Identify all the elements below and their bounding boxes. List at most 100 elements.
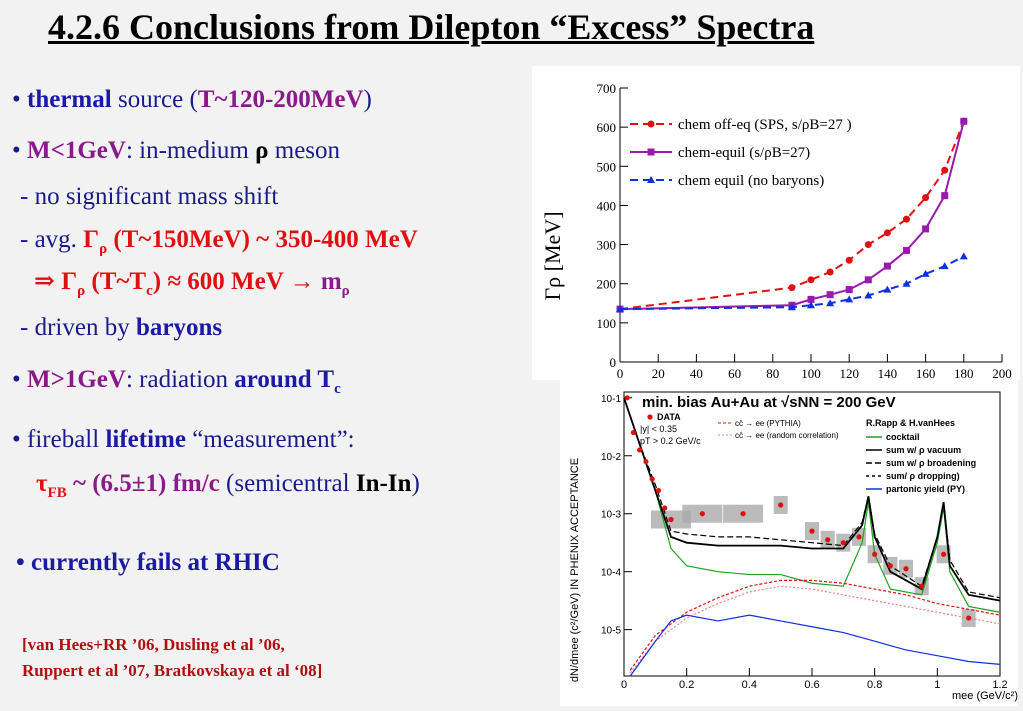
data-point (826, 268, 834, 276)
data-point (941, 166, 949, 174)
y-tick-label: 100 (597, 316, 617, 331)
gamma-symbol: Γ (83, 226, 100, 253)
references: [van Hees+RR ’06, Dusling et al ’06, Rup… (22, 632, 322, 684)
fireball-text: • fireball (12, 426, 106, 453)
legend-label: chem off-eq (SPS, s/ρB=27 ) (678, 117, 852, 133)
rapidity-cut: |y| < 0.35 (640, 424, 677, 434)
around-tc: around T (234, 366, 335, 393)
bullet-thermal: • thermal source (T~120-200MeV) (12, 86, 372, 114)
y-tick-label: 10-3 (601, 510, 621, 521)
legend-label: DATA (657, 412, 681, 422)
legend-label: chem equil (no baryons) (678, 173, 824, 189)
data-point (787, 303, 796, 311)
legend-label: sum/ ρ dropping) (886, 471, 960, 481)
tau-sub: FB (47, 485, 67, 501)
y-tick-label: 10-4 (601, 568, 621, 579)
spectrum-title: min. bias Au+Au at √sNN = 200 GeV (642, 394, 896, 411)
ref-line-1: [van Hees+RR ’06, Dusling et al ’06, (22, 635, 285, 654)
source-text: source ( (111, 86, 198, 113)
sub-baryons: - driven by baryons (20, 314, 222, 342)
data-point (883, 229, 891, 237)
m-rho-sub: ρ (341, 283, 350, 299)
x-tick-label: 0 (621, 679, 627, 691)
y-tick-label: 500 (597, 159, 617, 174)
y-tick-label: 10-5 (601, 626, 621, 637)
data-point (807, 301, 815, 309)
data-point (903, 566, 909, 572)
bullet-dot: • (12, 137, 21, 164)
data-point (699, 511, 705, 517)
avg-value: 350-400 MeV (275, 226, 418, 253)
avg-prefix: - avg. (20, 226, 84, 253)
data-point (809, 528, 815, 534)
legend-marker (647, 120, 655, 128)
legend-label: sum w/ ρ vacuum (886, 445, 961, 455)
data-point (919, 583, 925, 589)
y-tick-label: 10-1 (601, 394, 621, 405)
data-point (807, 295, 815, 303)
dilepton-spectrum-plot: 10-1 10-2 10-3 10-4 10-5 0 0.2 0.4 0.6 0.8 1 1.2 dN… (560, 380, 1018, 706)
approx-value: ) ≈ 600 MeV → (152, 268, 321, 295)
x-tick-label: 0.2 (679, 679, 694, 691)
gamma-symbol: Γ (61, 268, 78, 295)
sub-no-shift: - no significant mass shift (20, 183, 279, 210)
y-axis-label: dN/dmee (c²/GeV) IN PHENIX ACCEPTANCE (569, 458, 581, 682)
x-tick-label: 140 (878, 366, 898, 380)
y-axis-label: Γρ [MeV] (540, 211, 565, 300)
temp-range: T~120-200MeV (197, 86, 364, 113)
data-point (902, 279, 911, 287)
data-point (864, 241, 872, 249)
data-point (883, 285, 892, 293)
legend-label: cc̄ → ee (PYTHIA) (735, 419, 801, 428)
gamma-sub: ρ (77, 283, 86, 299)
legend-marker (647, 148, 655, 156)
data-point (826, 299, 835, 307)
legend-marker (647, 414, 653, 420)
data-point (840, 540, 846, 546)
y-tick-label: 300 (597, 238, 617, 253)
data-point (856, 534, 862, 540)
data-point (649, 476, 655, 482)
x-tick-label: 0.8 (867, 679, 882, 691)
bullet-low-mass: • M<1GeV: in-medium ρ meson (12, 137, 340, 165)
bullet-lifetime: • fireball lifetime “measurement”: (12, 426, 355, 454)
gamma-sub: ρ (99, 241, 108, 257)
data-point (921, 269, 930, 277)
series-line (629, 614, 1001, 677)
data-point (740, 511, 746, 517)
data-point (959, 252, 968, 260)
x-tick-label: 0 (617, 366, 624, 380)
x-tick-label: 100 (801, 366, 821, 380)
x-tick-label: 180 (954, 366, 974, 380)
close-paren: ) (411, 470, 420, 497)
data-point (941, 192, 949, 200)
baryons-text: baryons (135, 314, 223, 341)
series-line (629, 585, 1001, 674)
series-line (623, 397, 1001, 599)
authors-label: R.Rapp & H.vanHees (866, 418, 955, 428)
x-tick-label: 1.2 (992, 679, 1007, 691)
x-tick-label: 200 (992, 366, 1012, 380)
sub-avg-width: - avg. Γρ (T~150MeV) ~ 350-400 MeV (20, 226, 418, 258)
mass-low: M<1GeV (27, 137, 126, 164)
data-point (872, 551, 878, 557)
m-rho: m (320, 268, 342, 295)
data-point (630, 429, 636, 436)
data-point (887, 563, 893, 569)
x-tick-label: 120 (839, 366, 859, 380)
y-tick-label: 10-2 (601, 452, 621, 463)
close-paren: ) (363, 86, 372, 113)
x-tick-label: 40 (690, 366, 703, 380)
page-title: 4.2.6 Conclusions from Dilepton “Excess”… (48, 7, 815, 47)
spectrum-plot-svg: 10-1 10-2 10-3 10-4 10-5 0 0.2 0.4 0.6 0.8 1 1.2 dN… (569, 391, 1018, 702)
meson-text: meson (268, 137, 341, 164)
x-tick-label: 80 (766, 366, 779, 380)
legend-label: sum w/ ρ broadening (886, 458, 976, 468)
legend-marker (647, 176, 655, 183)
driven-prefix: - driven by (20, 314, 136, 341)
y-tick-label: 700 (597, 81, 617, 96)
ref-line-2: Ruppert et al ’07, Bratkovskaya et al ‘0… (22, 661, 323, 680)
lifetime-text: lifetime (105, 426, 186, 453)
avg-temp: (T~150MeV) ~ (107, 226, 276, 253)
data-point (864, 276, 872, 284)
